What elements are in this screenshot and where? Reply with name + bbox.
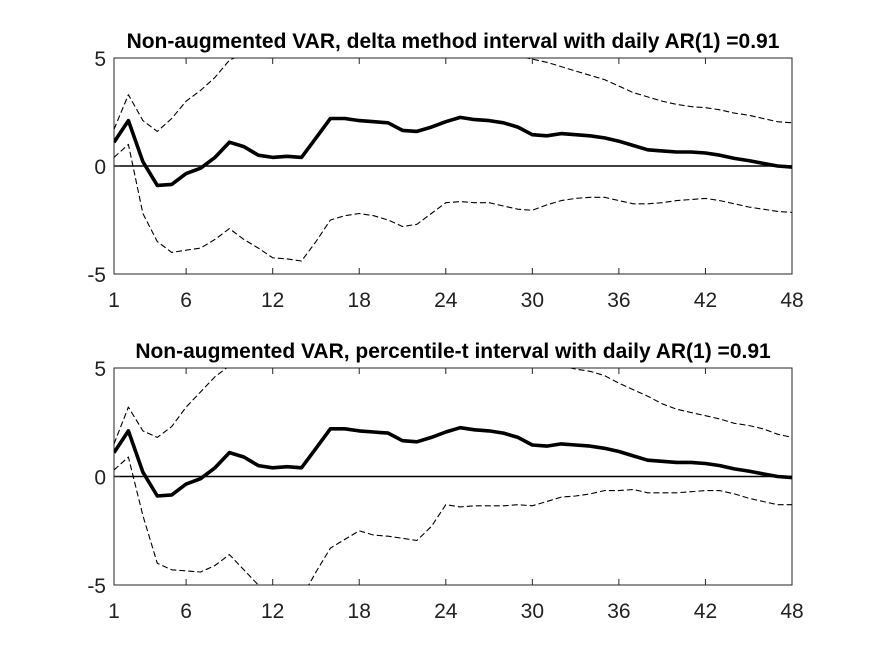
y-tick-label: 5 xyxy=(94,48,106,71)
x-tick-label: 12 xyxy=(261,289,284,312)
x-tick-label: 1 xyxy=(108,289,120,312)
x-tick-label: 36 xyxy=(607,600,630,623)
x-tick-label: 30 xyxy=(521,600,544,623)
x-tick-label: 24 xyxy=(434,600,458,623)
series-line-lower-bound xyxy=(114,143,792,262)
x-tick-label: 18 xyxy=(348,600,371,623)
x-tick-label: 42 xyxy=(694,600,717,623)
x-tick-label: 30 xyxy=(521,289,544,312)
y-tick-label: -5 xyxy=(87,575,106,598)
y-tick-label: 0 xyxy=(94,467,106,490)
y-tick-label: 0 xyxy=(94,156,106,179)
x-tick-label: 1 xyxy=(108,600,120,623)
chart-title: Non-augmented VAR, delta method interval… xyxy=(127,30,780,53)
x-tick-label: 48 xyxy=(780,289,803,312)
x-tick-label: 12 xyxy=(261,600,284,623)
series-line-estimate xyxy=(114,115,792,188)
chart-panel-2: Non-augmented VAR, percentile-t interval… xyxy=(87,340,803,623)
x-tick-label: 6 xyxy=(180,600,192,623)
x-tick-label: 6 xyxy=(180,289,192,312)
series-line-upper-bound xyxy=(114,368,792,445)
series-line-lower-bound xyxy=(114,456,792,585)
y-tick-label: -5 xyxy=(87,264,106,287)
series-line-upper-bound xyxy=(114,58,792,132)
x-tick-label: 36 xyxy=(607,289,630,312)
x-tick-label: 42 xyxy=(694,289,717,312)
y-tick-label: 5 xyxy=(94,358,106,381)
series-line-estimate xyxy=(114,425,792,498)
x-tick-label: 48 xyxy=(780,600,803,623)
x-tick-label: 24 xyxy=(434,289,458,312)
x-tick-label: 18 xyxy=(348,289,371,312)
chart-title: Non-augmented VAR, percentile-t interval… xyxy=(135,340,771,363)
chart-panel-1: Non-augmented VAR, delta method interval… xyxy=(87,30,803,312)
